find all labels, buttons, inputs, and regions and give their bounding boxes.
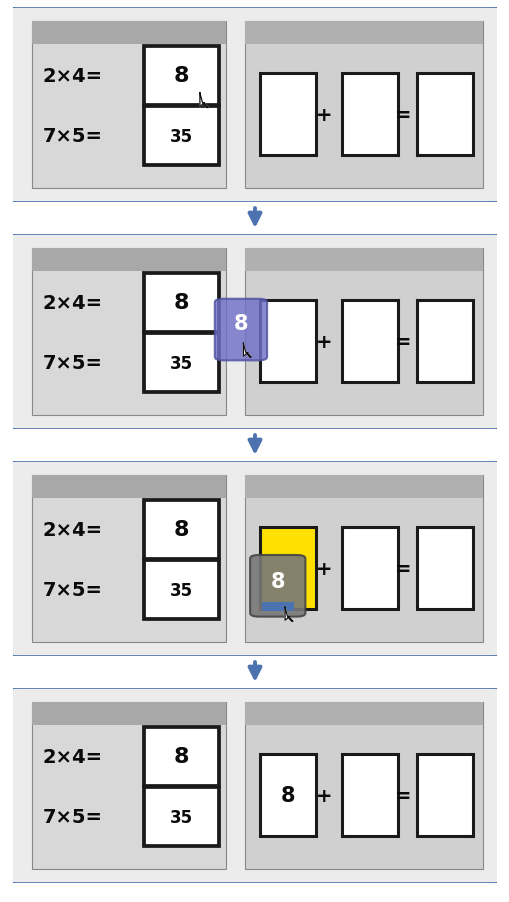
Text: =: = xyxy=(394,332,410,352)
Bar xyxy=(32,22,225,45)
Text: 35: 35 xyxy=(169,581,192,599)
Bar xyxy=(342,528,397,610)
Bar xyxy=(144,273,218,332)
FancyBboxPatch shape xyxy=(3,233,506,431)
Bar xyxy=(32,248,225,416)
Bar xyxy=(260,754,315,836)
Bar xyxy=(245,475,482,499)
Bar xyxy=(144,107,218,166)
FancyBboxPatch shape xyxy=(3,6,506,205)
Bar xyxy=(32,475,225,642)
Bar xyxy=(32,475,225,499)
Bar xyxy=(260,74,315,156)
Text: +: + xyxy=(316,786,332,805)
Text: =: = xyxy=(394,786,410,805)
Bar xyxy=(245,702,482,870)
Text: 2×4=: 2×4= xyxy=(43,293,103,312)
Bar xyxy=(32,22,225,189)
Bar xyxy=(342,74,397,156)
Text: 2×4=: 2×4= xyxy=(43,67,103,86)
Text: 8: 8 xyxy=(173,520,188,539)
FancyBboxPatch shape xyxy=(3,686,506,885)
Text: 8: 8 xyxy=(173,66,188,87)
Bar xyxy=(245,248,482,416)
Bar xyxy=(260,301,315,382)
FancyBboxPatch shape xyxy=(250,556,305,617)
FancyBboxPatch shape xyxy=(214,299,267,361)
Text: 2×4=: 2×4= xyxy=(43,520,103,539)
Bar xyxy=(144,727,218,786)
Text: 7×5=: 7×5= xyxy=(43,354,103,373)
Text: 7×5=: 7×5= xyxy=(43,127,103,146)
Bar xyxy=(261,603,293,611)
Text: 8: 8 xyxy=(270,572,285,592)
Text: 8: 8 xyxy=(280,786,294,805)
Bar xyxy=(144,501,218,559)
Bar xyxy=(260,528,315,610)
Text: 35: 35 xyxy=(169,807,192,825)
Bar xyxy=(32,248,225,272)
Text: =: = xyxy=(394,559,410,578)
Bar xyxy=(416,754,472,836)
Bar xyxy=(245,475,482,642)
Polygon shape xyxy=(285,608,293,621)
Bar xyxy=(144,47,218,106)
Bar xyxy=(416,301,472,382)
Text: 35: 35 xyxy=(169,354,192,373)
Text: +: + xyxy=(316,332,332,352)
Bar xyxy=(342,301,397,382)
Bar xyxy=(342,754,397,836)
Bar xyxy=(245,702,482,725)
Bar xyxy=(144,561,218,619)
Bar xyxy=(245,22,482,189)
Text: 8: 8 xyxy=(173,293,188,313)
Text: 35: 35 xyxy=(169,127,192,145)
Bar xyxy=(416,528,472,610)
Bar xyxy=(416,74,472,156)
Bar xyxy=(32,702,225,725)
Bar xyxy=(32,702,225,870)
Bar xyxy=(245,248,482,272)
Polygon shape xyxy=(200,94,208,108)
Polygon shape xyxy=(243,344,251,358)
Text: 7×5=: 7×5= xyxy=(43,581,103,600)
Text: 2×4=: 2×4= xyxy=(43,747,103,766)
Text: 8: 8 xyxy=(233,314,248,334)
Text: 8: 8 xyxy=(173,747,188,767)
Text: 7×5=: 7×5= xyxy=(43,807,103,826)
Text: +: + xyxy=(316,106,332,124)
Bar xyxy=(144,787,218,846)
FancyBboxPatch shape xyxy=(3,459,506,658)
Bar xyxy=(144,334,218,392)
Bar xyxy=(245,22,482,45)
Text: =: = xyxy=(394,106,410,124)
Text: +: + xyxy=(316,559,332,578)
